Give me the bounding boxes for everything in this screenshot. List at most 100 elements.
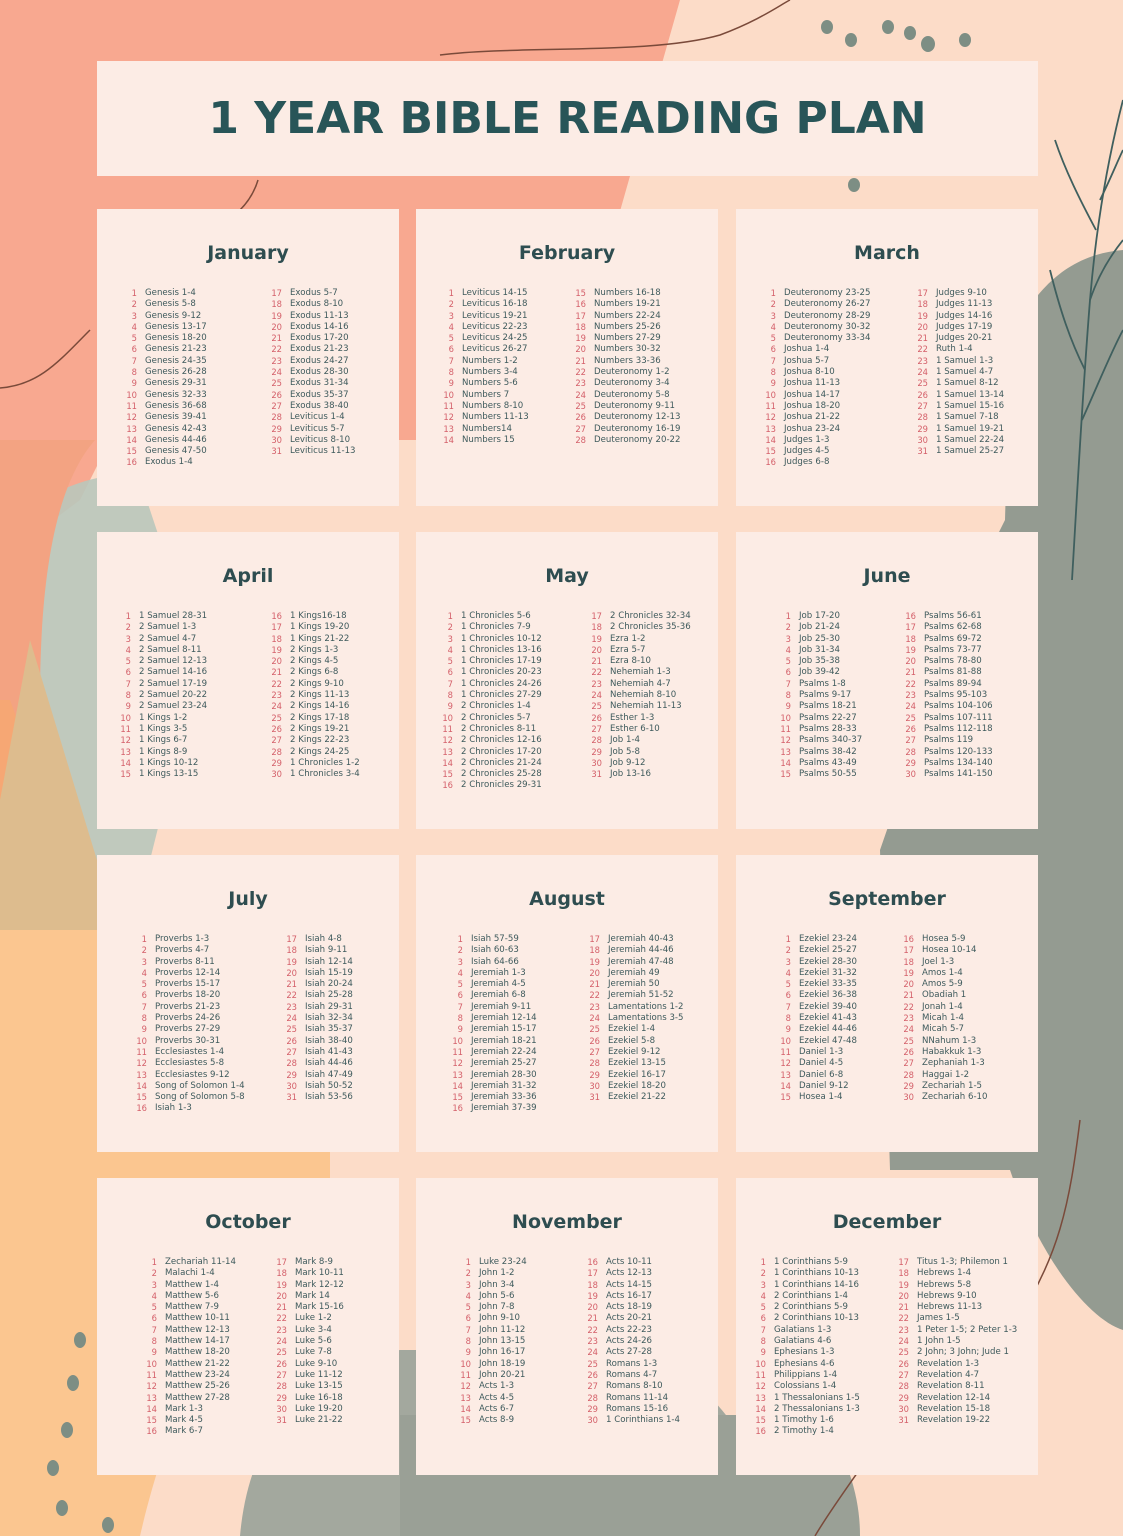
reading-row: 27 Luke 11-12 <box>267 1370 344 1381</box>
day-number: 29 <box>917 423 928 434</box>
reading-row: 10 Matthew 21-22 <box>137 1359 236 1370</box>
day-number: 2 <box>760 1268 766 1279</box>
day-number: 18 <box>917 299 928 310</box>
day-number: 12 <box>755 1381 766 1392</box>
day-number: 17 <box>903 945 914 956</box>
reading-passage: Deuteronomy 9-11 <box>594 400 676 411</box>
reading-row: 20 Hebrews 9-10 <box>889 1291 1017 1302</box>
reading-column-right: 17 Jeremiah 40-43 18 Jeremiah 44-46 19 Jeremi… <box>580 934 684 1103</box>
reading-passage: Isiah 41-43 <box>305 1046 353 1057</box>
reading-row: 10 Joshua 14-17 <box>756 390 870 401</box>
day-number: 26 <box>917 389 928 400</box>
reading-passage: 1 Kings 8-9 <box>139 746 188 757</box>
day-number: 4 <box>785 967 791 978</box>
reading-passage: Isiah 64-66 <box>471 956 519 967</box>
reading-passage: Jeremiah 51-52 <box>608 990 674 1001</box>
reading-passage: Hosea 5-9 <box>922 934 966 944</box>
reading-row: 22 James 1-5 <box>889 1313 1017 1324</box>
reading-passage: Exodus 28-30 <box>290 367 349 378</box>
reading-passage: Judges 20-21 <box>936 333 993 344</box>
reading-column-right: 16 1 Kings16-18 17 1 Kings 19-20 18 1 Kings 2… <box>262 611 360 780</box>
reading-column-right: 17 Titus 1-3; Philemon 1 18 Hebrews 1-4 19 He… <box>889 1257 1017 1426</box>
reading-row: 13 Joshua 23-24 <box>756 424 870 435</box>
day-number: 6 <box>465 1313 471 1324</box>
day-number: 12 <box>460 1381 471 1392</box>
reading-passage: 2 Chronicles 17-20 <box>461 746 542 757</box>
reading-passage: 2 Samuel 1-3 <box>139 622 197 633</box>
day-number: 11 <box>126 400 137 411</box>
reading-row: 17 2 Chronicles 32-34 <box>582 611 690 622</box>
reading-passage: Proverbs 30-31 <box>155 1035 221 1046</box>
reading-row: 30 Psalms 141-150 <box>896 769 992 780</box>
reading-passage: Ecclesiastes 5-8 <box>155 1058 225 1069</box>
day-number: 1 <box>770 288 776 298</box>
reading-row: 14 Mark 1-3 <box>137 1404 236 1415</box>
reading-row: 5 Jeremiah 4-5 <box>443 979 537 990</box>
reading-passage: Joshua 14-17 <box>784 389 841 400</box>
reading-row: 31 Ezekiel 21-22 <box>580 1092 684 1103</box>
reading-passage: Psalms 112-118 <box>924 723 993 734</box>
reading-row: 2 1 Chronicles 7-9 <box>433 622 542 633</box>
reading-row: 8 2 Samuel 20-22 <box>111 690 207 701</box>
reading-passage: Exodus 38-40 <box>290 400 349 411</box>
day-number: 30 <box>903 1092 914 1103</box>
reading-row: 5 Deuteronomy 33-34 <box>756 333 871 344</box>
reading-row: 10 1 Kings 1-2 <box>111 713 207 724</box>
reading-passage: Jeremiah 31-32 <box>471 1080 537 1091</box>
reading-passage: Joel 1-3 <box>922 956 955 967</box>
reading-passage: Luke 5-6 <box>295 1336 332 1347</box>
day-number: 13 <box>442 746 453 757</box>
reading-row: 18 2 Chronicles 35-36 <box>582 622 690 633</box>
reading-passage: Genesis 21-23 <box>145 344 207 355</box>
day-number: 22 <box>575 367 586 378</box>
reading-passage: Leviticus 26-27 <box>462 344 528 355</box>
reading-row: 8 1 Chronicles 27-29 <box>433 690 542 701</box>
reading-passage: Ezekiel 23-24 <box>799 934 857 944</box>
day-number: 28 <box>276 1381 287 1392</box>
reading-passage: Mark 14 <box>295 1290 330 1301</box>
reading-row: 24 Luke 5-6 <box>267 1336 344 1347</box>
reading-row: 2 Ezekiel 25-27 <box>771 945 857 956</box>
reading-passage: Hebrews 11-13 <box>917 1302 983 1313</box>
day-number: 4 <box>151 1290 157 1301</box>
reading-passage: Exodus 21-23 <box>290 344 349 355</box>
reading-passage: Isiah 47-49 <box>305 1069 353 1080</box>
day-number: 16 <box>126 457 137 468</box>
reading-passage: Job 25-30 <box>799 633 840 644</box>
day-number: 4 <box>125 644 131 655</box>
reading-passage: 2 Samuel 12-13 <box>139 656 208 667</box>
reading-column-right: 17 2 Chronicles 32-34 18 2 Chronicles 35-36… <box>582 611 691 780</box>
reading-row: 24 2 Kings 14-16 <box>262 701 360 712</box>
reading-row: 13 Matthew 27-28 <box>137 1393 236 1404</box>
reading-passage: 2 Kings 19-21 <box>290 723 350 734</box>
day-number: 24 <box>591 690 602 701</box>
reading-row: 7 2 Samuel 17-19 <box>111 679 207 690</box>
day-number: 22 <box>903 1001 914 1012</box>
reading-row: 5 Leviticus 24-25 <box>434 333 529 344</box>
reading-row: 9 Proverbs 27-29 <box>127 1024 245 1035</box>
day-number: 17 <box>271 622 282 633</box>
reading-passage: 1 John 1-5 <box>917 1336 961 1347</box>
reading-passage: Matthew 1-4 <box>165 1279 219 1290</box>
reading-row: 8 Jeremiah 12-14 <box>443 1013 537 1024</box>
reading-passage: Zechariah 1-5 <box>922 1080 983 1091</box>
day-number: 31 <box>917 446 928 457</box>
reading-passage: Matthew 23-24 <box>165 1369 230 1380</box>
reading-passage: 1 Samuel 1-3 <box>936 355 994 366</box>
reading-row: 9 Genesis 29-31 <box>117 378 207 389</box>
reading-row: 2 John 1-2 <box>451 1268 527 1279</box>
reading-row: 13 Daniel 6-8 <box>771 1070 857 1081</box>
reading-passage: Mark 10-11 <box>295 1268 344 1279</box>
day-number: 11 <box>146 1369 157 1380</box>
reading-row: 23 2 Kings 11-13 <box>262 690 360 701</box>
day-number: 28 <box>917 412 928 423</box>
reading-row: 25 Nehemiah 11-13 <box>582 701 691 712</box>
reading-row: 24 Psalms 104-106 <box>896 701 992 712</box>
reading-row: 6 Job 39-42 <box>771 667 862 678</box>
month-title: January <box>207 242 289 264</box>
day-number: 1 <box>151 1257 157 1267</box>
reading-row: 13 1 Kings 8-9 <box>111 747 207 758</box>
reading-row: 15 Judges 4-5 <box>756 446 870 457</box>
reading-row: 27 Isiah 41-43 <box>277 1047 353 1058</box>
reading-row: 18 Exodus 8-10 <box>262 299 356 310</box>
